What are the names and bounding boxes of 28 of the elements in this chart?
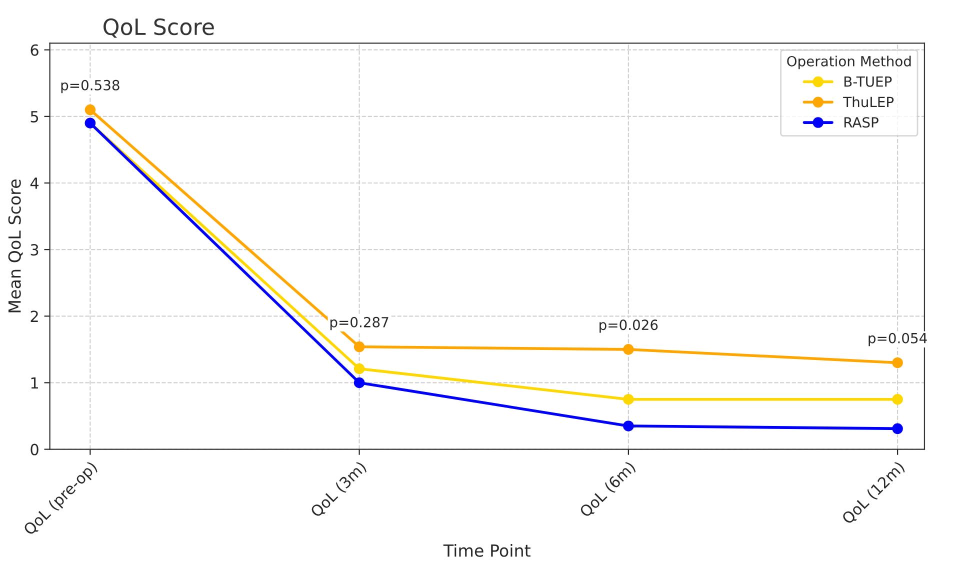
legend-label: B-TUEP xyxy=(844,76,892,87)
legend-label: ThuLEP xyxy=(843,96,894,108)
annotation: p=0.287 xyxy=(330,316,388,330)
point xyxy=(892,357,903,368)
y-tick-label: 4 xyxy=(30,178,39,189)
point xyxy=(623,420,634,432)
y-tick-label: 5 xyxy=(30,111,38,122)
legend-label: RASP xyxy=(844,117,878,128)
point xyxy=(623,394,634,405)
legend-title: Operation Method xyxy=(787,56,911,70)
point xyxy=(354,341,365,352)
y-tick-label: 1 xyxy=(31,377,38,389)
y-tick-label: 6 xyxy=(30,44,38,56)
point xyxy=(354,377,365,388)
y-tick-label: 3 xyxy=(30,244,38,256)
annotation: p=0.026 xyxy=(600,320,658,333)
annotation: p=0.054 xyxy=(868,332,927,346)
point xyxy=(84,104,96,116)
point xyxy=(892,423,903,434)
y-tick-label: 2 xyxy=(30,310,38,322)
chart-title: QoL Score xyxy=(104,18,214,38)
x-axis-title: Time Point xyxy=(443,544,530,557)
y-tick-label: 0 xyxy=(30,444,38,456)
point xyxy=(354,363,365,374)
point xyxy=(623,344,634,355)
annotation: p=0.538 xyxy=(61,80,120,94)
y-axis-title: Mean QoL Score xyxy=(8,179,23,312)
point xyxy=(892,394,903,405)
